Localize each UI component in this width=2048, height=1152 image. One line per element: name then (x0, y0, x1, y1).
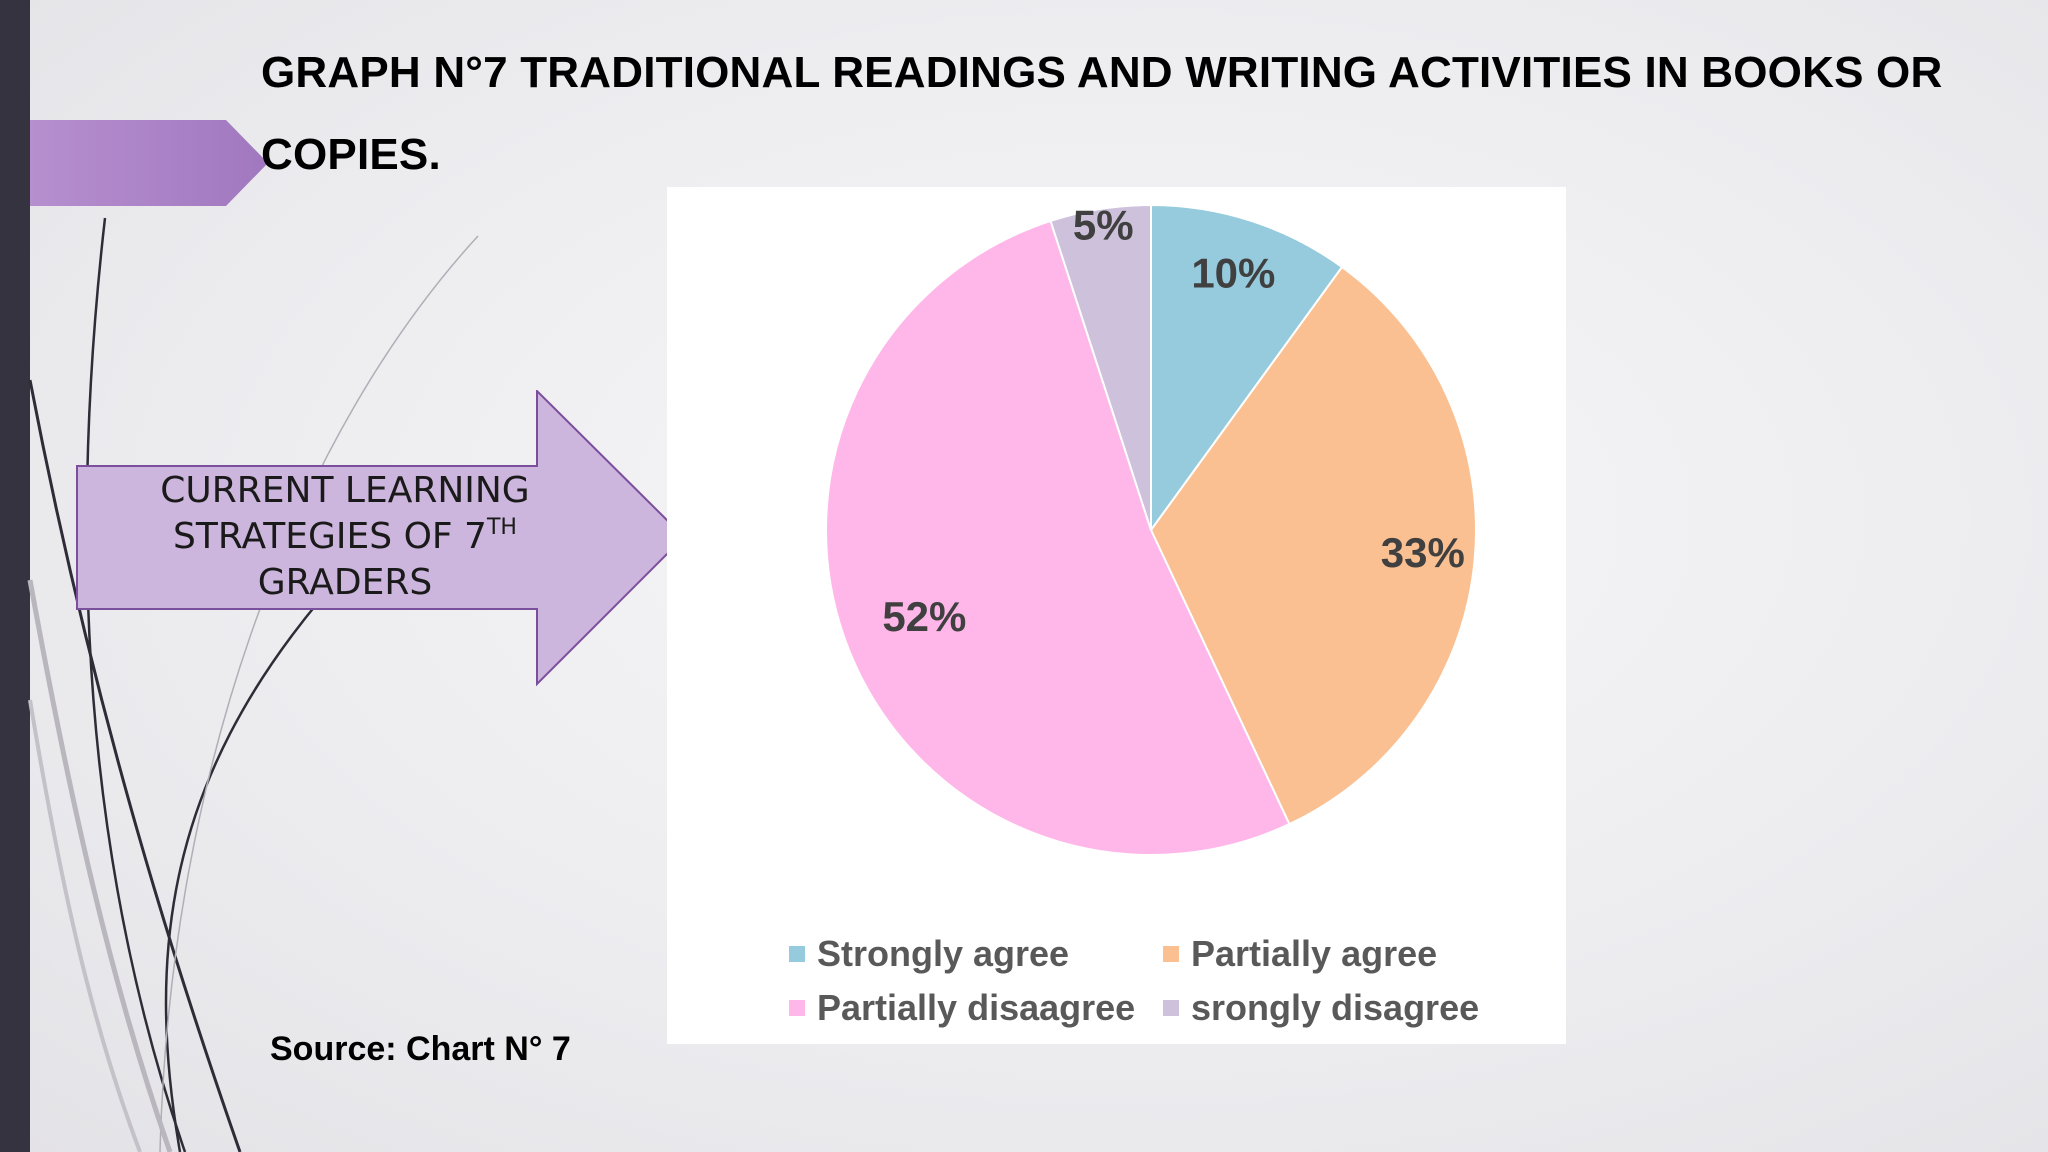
pie-slice-strongly-agree (1150, 203, 1344, 534)
pie-slice-partially-disaagree (825, 219, 1291, 856)
slide-side-bar (0, 0, 30, 1152)
legend-label: Partially disaagree (817, 987, 1136, 1028)
legend-label: Strongly agree (817, 933, 1070, 974)
pie-slice-partially-agree (1149, 265, 1477, 826)
legend-swatch (1163, 946, 1179, 962)
legend-item: Partially agree (1163, 930, 1503, 978)
chart-legend: Strongly agree Partially agree Partially d… (789, 930, 1509, 1032)
pie-chart: 10% 33% 52% 5% (825, 201, 1477, 856)
pie-data-label: 33% (1381, 529, 1465, 576)
legend-item: Partially disaagree (789, 984, 1163, 1032)
legend-item: srongly disagree (1163, 984, 1503, 1032)
arrow-label-line1: CURRENT LEARNING (160, 470, 530, 511)
legend-swatch (1163, 1000, 1179, 1016)
pie-slice-srongly-disagree (1049, 203, 1152, 531)
arrow-label-line2-text: STRATEGIES OF 7 (173, 516, 487, 557)
legend-label: srongly disagree (1191, 987, 1480, 1028)
legend-swatch (789, 946, 805, 962)
arrow-callout-shape (76, 390, 686, 687)
arrow-callout-label: CURRENT LEARNING STRATEGIES OF 7TH GRADE… (80, 468, 610, 606)
arrow-label-superscript: TH (486, 515, 517, 540)
legend-item: Strongly agree (789, 930, 1163, 978)
source-note: Source: Chart N° 7 (270, 1030, 571, 1068)
arrow-label-line3: GRADERS (257, 562, 433, 603)
arrow-label-line2: STRATEGIES OF 7TH (80, 514, 610, 560)
pie-data-label: 52% (882, 593, 966, 640)
pie-data-label: 10% (1191, 250, 1275, 297)
decorative-curves (27, 217, 479, 1152)
pie-data-label: 5% (1073, 201, 1134, 248)
title-accent-tab (30, 120, 268, 206)
chart-panel: 10% 33% 52% 5% (667, 187, 1566, 1044)
legend-swatch (789, 1000, 805, 1016)
legend-label: Partially agree (1191, 933, 1438, 974)
slide-title: GRAPH N°7 TRADITIONAL READINGS AND WRITI… (261, 48, 1943, 179)
